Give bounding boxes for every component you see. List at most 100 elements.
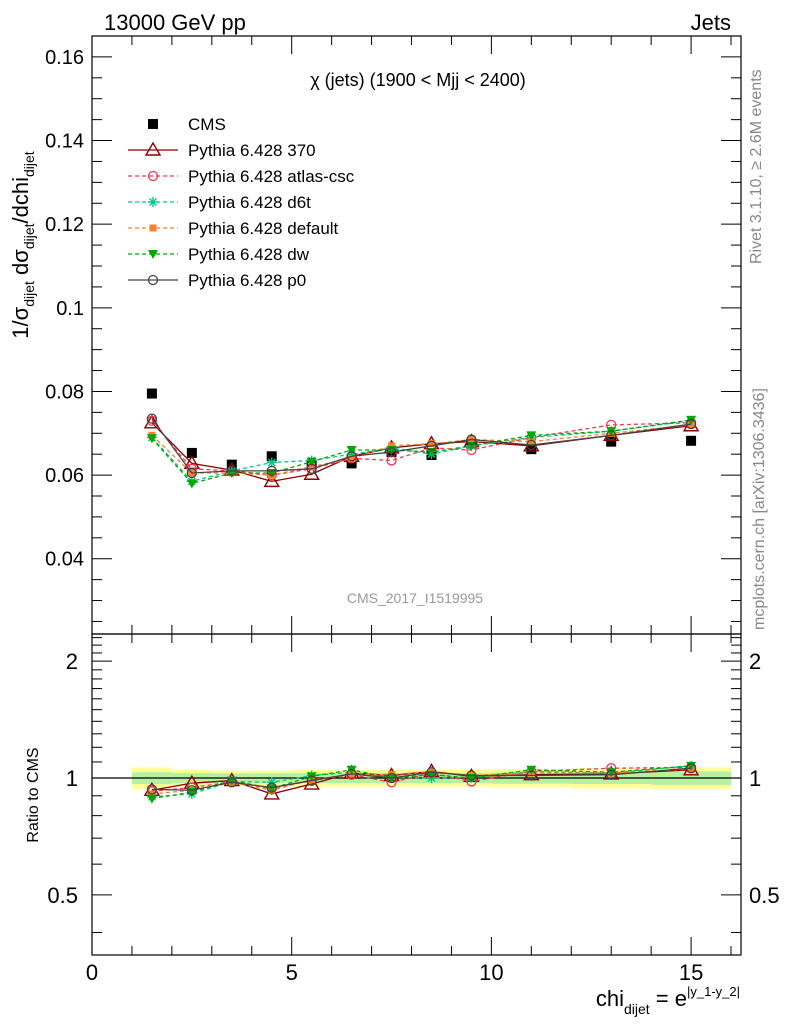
ratio-y-tick-label-right: 2 [749,649,761,674]
data-point-p0 [386,772,397,784]
series-line-370 [151,422,692,483]
chart-title: χ (jets) (1900 < Mjj < 2400) [310,70,526,90]
legend-label-dw: Pythia 6.428 dw [188,245,310,264]
data-point-p0 [386,446,397,458]
data-point-dw [306,772,317,782]
ratio-series [143,760,700,804]
data-point-dw [526,765,537,775]
main-panel: 0.04 0.06 0.08 0.1 0.12 0.14 0.16 χ (jets) (19… [8,35,742,635]
header-right: Jets [691,10,731,35]
data-point-p0 [346,768,357,780]
data-point-p0 [606,430,617,441]
data-point-CMS [146,388,157,399]
legend-item-p0: Pythia 6.428 p0 [128,271,306,290]
data-point-p0 [526,439,537,451]
legend-label-default: Pythia 6.428 default [188,219,339,238]
data-point-CMS [186,447,197,458]
legend-label-p0: Pythia 6.428 p0 [188,271,306,290]
series-line-p0 [151,418,692,474]
data-point-dw [466,441,477,451]
legend-item-d6t: Pythia 6.428 d6t [128,193,311,212]
ratio-frame [91,633,742,956]
data-point-dw [306,457,317,467]
rivet-label: Rivet 3.1.10, ≥ 2.6M events [748,69,765,264]
series-p0 [146,413,697,479]
data-point-default [687,421,695,429]
main-series [143,388,700,489]
legend-item-atlas-csc: Pythia 6.428 atlas-csc [128,167,355,186]
data-point-p0 [186,467,197,479]
legend-label-370: Pythia 6.428 370 [188,141,316,160]
ratio-y-tick-label: 1 [66,766,78,791]
series-line-p0 [151,767,692,791]
legend-marker-p0 [147,274,159,286]
y-tick-label: 0.06 [45,465,84,487]
ratio-y-tick-label-right: 1 [749,766,761,791]
data-point-dw [186,479,197,489]
data-point-p0 [466,434,477,445]
data-point-p0 [426,767,437,778]
mcplots-label: mcplots.cern.ch [arXiv:1306.3436] [751,388,768,630]
main-axes: 0.04 0.06 0.08 0.1 0.12 0.14 0.16 [45,36,741,634]
y-tick-label: 0.14 [45,131,84,153]
data-point-default [308,463,316,471]
data-point-p0 [146,784,158,795]
y-tick-label: 0.12 [45,214,84,236]
series-line-dw [151,419,692,485]
data-point-dw [426,448,437,458]
legend-label-d6t: Pythia 6.428 d6t [188,193,311,212]
data-point-p0 [685,763,697,774]
legend-item-CMS: CMS [148,115,226,134]
data-point-CMS [606,436,617,447]
data-point-CMS [226,459,237,470]
data-point-dw [146,434,157,444]
data-point-p0 [426,440,437,451]
legend-label-CMS: CMS [188,115,226,134]
y-tick-label: 0.1 [56,298,84,320]
data-point-p0 [306,463,317,474]
data-point-p0 [466,770,477,781]
series-line-atlas-csc [151,766,692,792]
data-point-p0 [306,775,317,786]
legend-item-default: Pythia 6.428 default [128,219,339,238]
ratio-y-tick-label: 2 [66,649,78,674]
series-line-atlas-csc [151,420,692,476]
legend-item-dw: Pythia 6.428 dw [128,245,310,264]
ratio-axes: 0.5 0.5 1 1 2 2 0 5 10 15 [47,634,780,985]
data-point-default [527,438,535,446]
x-tick-label: 10 [479,960,503,985]
legend-marker-atlas-csc [147,170,159,182]
ratio-y-label: Ratio to CMS [25,747,42,842]
data-point-p0 [346,451,357,462]
data-point-p0 [685,418,697,430]
legend-item-370: Pythia 6.428 370 [128,141,316,160]
data-point-dw [346,765,357,775]
data-point-p0 [226,777,237,788]
data-point-dw [146,794,157,804]
data-point-p0 [266,465,277,477]
data-point-default [348,454,356,462]
data-point-p0 [226,465,237,477]
y-axis-label: 1/σdijet dσdijet/dchidijet [8,151,37,339]
data-point-370 [263,472,280,488]
data-point-p0 [606,769,617,780]
legend-marker-CMS [148,119,158,129]
data-point-CMS [686,435,697,446]
legend-marker-dw [148,250,158,259]
data-point-dw [606,427,617,437]
data-point-CMS [266,451,277,462]
legend-marker-370 [144,141,162,156]
legend-marker-d6t [148,197,158,207]
data-point-default [388,442,396,450]
data-point-dw [466,774,477,784]
legend: CMS Pythia 6.428 370 Pythia 6.428 atlas-cs… [128,115,355,290]
data-point-p0 [186,785,197,796]
legend-marker-d6t-stroke [149,198,157,206]
legend-marker-default [149,224,157,232]
ratio-panel: 0.5 0.5 1 1 2 2 0 5 10 15 Ratio to CMS chidijet =… [25,633,780,1017]
x-axis-label: chidijet = e|y_1-y_2| [596,984,740,1017]
data-point-dw [526,431,537,441]
data-point-p0 [146,413,158,424]
data-point-p0 [266,782,277,793]
series-p0 [146,763,697,796]
